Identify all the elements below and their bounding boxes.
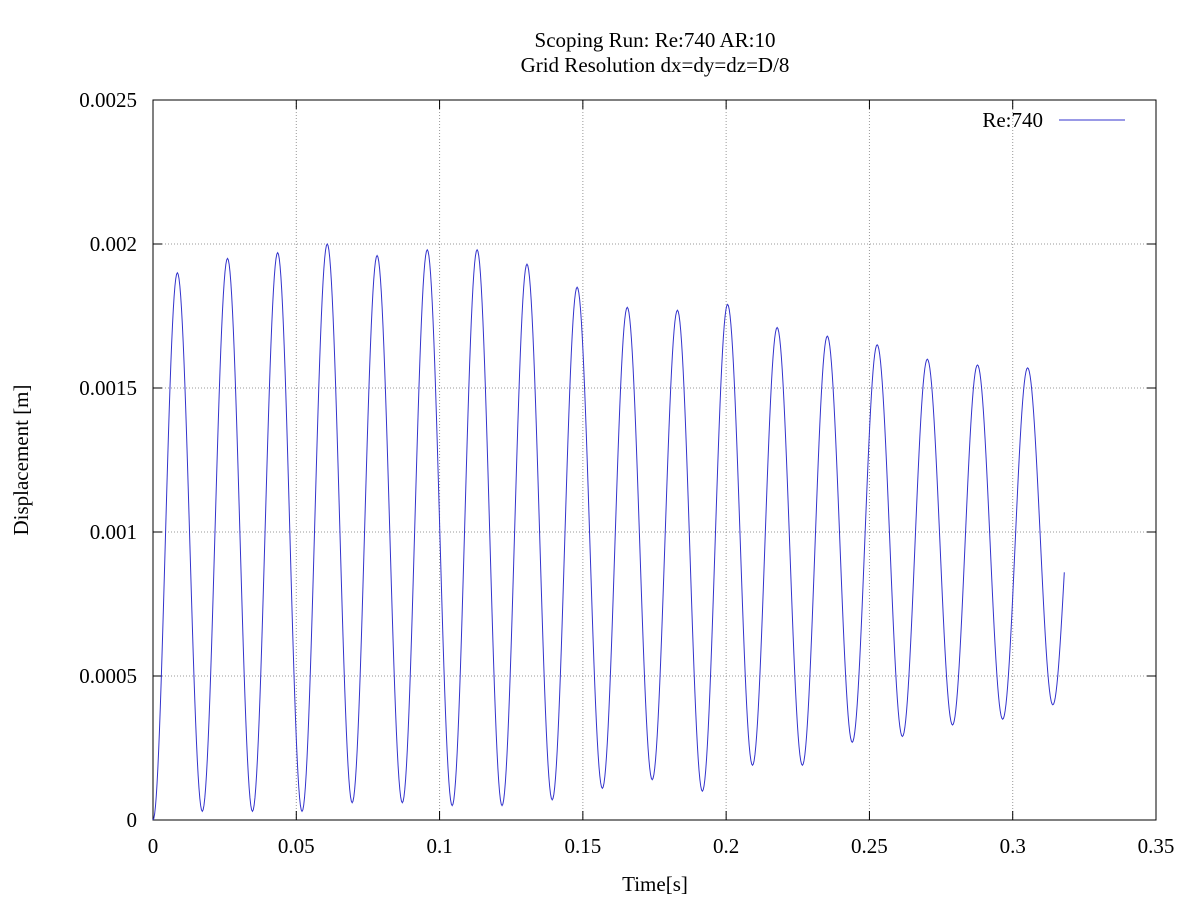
x-tick-label: 0.05 bbox=[278, 834, 315, 858]
legend-label-re740: Re:740 bbox=[982, 108, 1043, 132]
y-tick-label: 0.0005 bbox=[79, 664, 137, 688]
legend: Re:740 bbox=[982, 108, 1125, 132]
y-tick-label: 0.001 bbox=[90, 520, 137, 544]
x-tick-label: 0.35 bbox=[1138, 834, 1175, 858]
x-tick-label: 0.25 bbox=[851, 834, 888, 858]
y-tick-label: 0.002 bbox=[90, 232, 137, 256]
x-tick-label: 0.2 bbox=[713, 834, 739, 858]
grid-lines bbox=[153, 100, 1156, 820]
x-tick-label: 0.1 bbox=[426, 834, 452, 858]
y-tick-label: 0 bbox=[127, 808, 138, 832]
x-tick-label: 0 bbox=[148, 834, 159, 858]
axis-ticks bbox=[152, 99, 1157, 821]
y-axis-label: Displacement [m] bbox=[9, 384, 33, 535]
series-line-re740 bbox=[152, 242, 1065, 821]
plot-frame bbox=[152, 99, 1157, 821]
y-tick-label: 0.0015 bbox=[79, 376, 137, 400]
chart-title: Scoping Run: Re:740 AR:10 bbox=[535, 28, 776, 52]
tick-labels: 0 0.05 0.1 0.15 0.2 0.25 0.3 0.35 0 0.0005 0.001 0.… bbox=[79, 88, 1174, 858]
y-tick-label: 0.0025 bbox=[79, 88, 137, 112]
x-tick-label: 0.3 bbox=[1000, 834, 1026, 858]
x-tick-label: 0.15 bbox=[564, 834, 601, 858]
x-axis-label: Time[s] bbox=[622, 872, 688, 896]
chart-subtitle: Grid Resolution dx=dy=dz=D/8 bbox=[521, 53, 790, 77]
